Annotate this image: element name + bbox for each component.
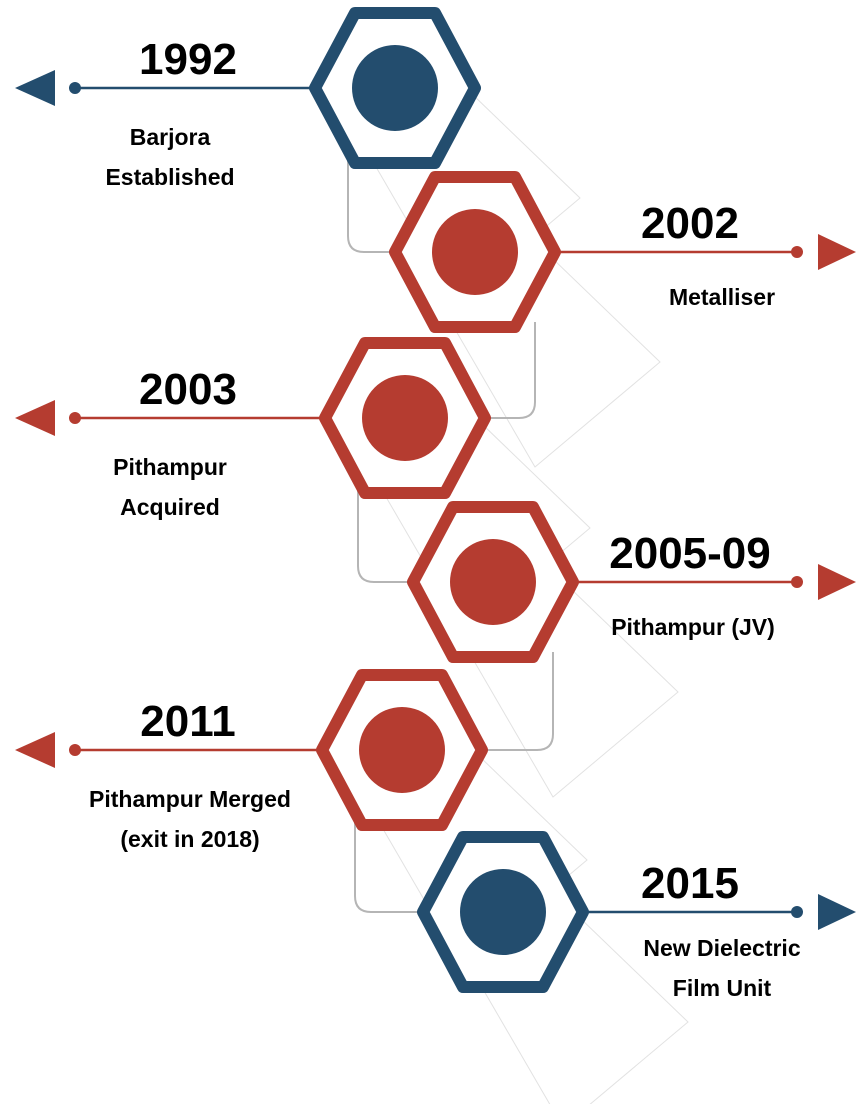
connector: [485, 322, 536, 419]
arrow-head: [818, 234, 856, 270]
connector: [357, 488, 413, 583]
hexagon-core: [460, 869, 546, 955]
label: Pithampur (JV): [611, 614, 775, 640]
line-dot: [791, 906, 803, 918]
label: Established: [105, 164, 234, 190]
milestone: 2002 Metalliser: [389, 171, 856, 333]
label: Pithampur: [113, 454, 227, 480]
year: 2005-09: [609, 529, 770, 578]
year: 2015: [641, 859, 739, 908]
milestone: 1992 Barjora Established: [15, 7, 481, 190]
hexagon-core: [362, 375, 448, 461]
line-dot: [69, 412, 81, 424]
milestone: 2015 New Dielectric Film Unit: [417, 831, 856, 1001]
arrow-head: [818, 564, 856, 600]
hexagon-core: [450, 539, 536, 625]
milestone: 2005-09 Pithampur (JV): [407, 501, 856, 663]
milestone: 2011 Pithampur Merged (exit in 2018): [15, 669, 488, 852]
connector: [354, 820, 423, 913]
line-dot: [791, 246, 803, 258]
arrow-head: [15, 732, 55, 768]
arrow-head: [15, 400, 55, 436]
hexagon-core: [359, 707, 445, 793]
line-dot: [791, 576, 803, 588]
label: Pithampur Merged: [89, 786, 291, 812]
milestone: 2003 Pithampur Acquired: [15, 337, 491, 520]
year: 2011: [140, 697, 235, 746]
hexagon-core: [352, 45, 438, 131]
year: 1992: [139, 35, 237, 84]
label: (exit in 2018): [120, 826, 259, 852]
arrow-head: [818, 894, 856, 930]
label: Acquired: [120, 494, 220, 520]
year: 2003: [139, 365, 237, 414]
connector: [482, 652, 554, 751]
label: Metalliser: [669, 284, 775, 310]
hexagon-core: [432, 209, 518, 295]
line-dot: [69, 82, 81, 94]
label: Film Unit: [673, 975, 772, 1001]
connector: [347, 158, 395, 253]
year: 2002: [641, 199, 739, 248]
arrow-head: [15, 70, 55, 106]
label: Barjora: [130, 124, 211, 150]
line-dot: [69, 744, 81, 756]
label: New Dielectric: [643, 935, 800, 961]
